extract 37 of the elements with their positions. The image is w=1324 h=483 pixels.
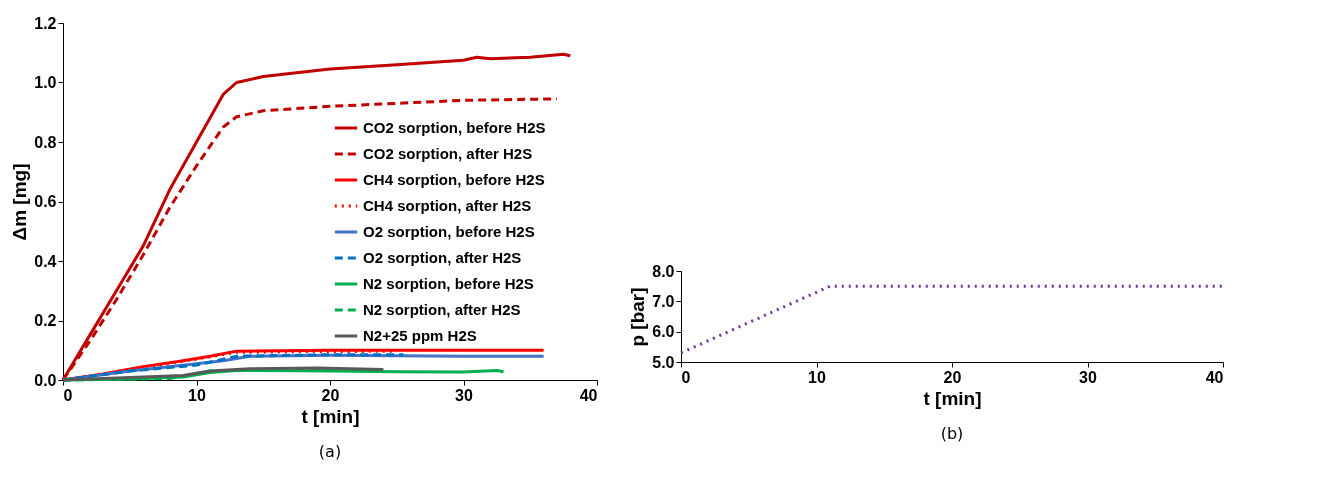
x-tick-label: 0 [681,368,691,386]
legend-label: O2 sorption, after H2S [363,249,522,266]
x-tick-label: 30 [455,386,473,404]
x-tick-label: 10 [188,386,206,404]
line-series [61,366,385,382]
y-tick-label: 5.0 [652,353,675,371]
y-tick-label: 0.4 [34,252,57,270]
x-axis-title: t [min] [923,387,982,409]
text: (b) [940,424,964,443]
legend-label: N2+25 ppm H2S [363,327,477,344]
y-tick-label: 0.0 [34,371,57,389]
legend-label: CH4 sorption, after H2S [363,197,532,214]
y-tick-label: 6.0 [652,323,675,341]
text: (a) [318,442,342,461]
legend-label: CO2 sorption, after H2S [363,145,533,162]
x-tick-label: 20 [321,386,340,404]
x-tick-label: 0 [63,386,73,404]
legend-label: CO2 sorption, before H2S [363,119,546,136]
legend-label: O2 sorption, before H2S [363,223,535,240]
y-tick-label: 1.2 [34,14,57,32]
y-tick-label: 0.2 [34,312,57,329]
legend-label: N2 sorption, before H2S [363,275,534,292]
x-tick-label: 40 [579,386,598,404]
y-axis-title: Δm [mg] [9,163,31,241]
legend-label: CH4 sorption, before H2S [363,171,545,188]
y-axis-title: p [bar] [627,287,649,347]
y-tick-label: 1.0 [34,74,57,91]
y-tick-label: 7.0 [652,292,675,310]
x-tick-label: 10 [808,368,826,386]
x-tick-label: 40 [1205,368,1224,386]
y-tick-label: 0.8 [34,133,57,151]
x-tick-label: 30 [1079,368,1097,386]
y-tick-label: 8.0 [652,262,675,280]
y-tick-label: 0.6 [34,193,57,210]
x-tick-label: 20 [943,368,962,386]
legend-label: N2 sorption, after H2S [363,301,521,318]
x-axis-title: t [min] [301,405,360,427]
